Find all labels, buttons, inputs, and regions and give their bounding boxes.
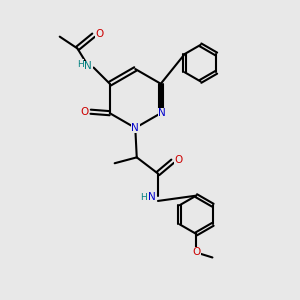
- Text: N: N: [131, 123, 139, 133]
- Text: N: N: [158, 108, 166, 118]
- Text: O: O: [174, 155, 183, 165]
- Text: O: O: [95, 29, 104, 39]
- Text: O: O: [192, 248, 200, 257]
- Text: N: N: [84, 61, 92, 71]
- Text: N: N: [148, 192, 155, 202]
- Text: H: H: [140, 193, 147, 202]
- Text: O: O: [80, 107, 88, 117]
- Text: H: H: [77, 59, 84, 68]
